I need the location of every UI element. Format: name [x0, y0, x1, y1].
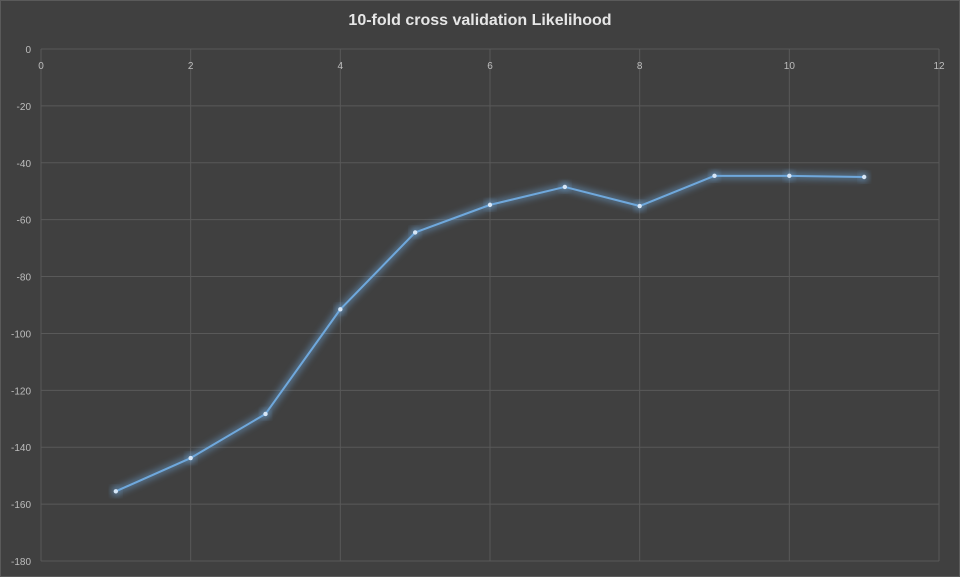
- data-point: [188, 455, 193, 461]
- y-tick-label: -180: [11, 557, 31, 568]
- x-axis: 0 2 4 6 8 10 12: [38, 61, 945, 72]
- data-point: [263, 411, 268, 417]
- x-tick-label: 0: [38, 61, 44, 72]
- data-point: [637, 203, 642, 209]
- x-tick-label: 4: [338, 61, 344, 72]
- x-tick-label: 2: [188, 61, 194, 72]
- x-tick-label: 10: [784, 61, 796, 72]
- data-point: [787, 173, 792, 179]
- data-point: [338, 307, 343, 312]
- data-point: [113, 489, 119, 494]
- gridlines: [40, 48, 940, 562]
- data-point: [712, 173, 717, 179]
- data-point: [861, 174, 867, 180]
- y-tick-label: -120: [11, 386, 31, 397]
- series: [110, 170, 870, 497]
- data-point: [412, 230, 418, 235]
- y-tick-label: -80: [17, 273, 32, 284]
- y-tick-label: -40: [17, 159, 32, 170]
- y-tick-label: -140: [11, 443, 31, 454]
- y-tick-label: -60: [17, 216, 32, 227]
- y-axis: 0 -20 -40 -60 -80 -100 -120 -140 -160 -180: [11, 45, 31, 568]
- x-tick-label: 12: [933, 61, 945, 72]
- x-tick-label: 6: [487, 61, 493, 72]
- data-point: [487, 202, 493, 208]
- chart-title: 10-fold cross validation Likelihood: [348, 12, 612, 29]
- data-point: [562, 184, 568, 190]
- x-tick-label: 8: [637, 61, 643, 72]
- y-tick-label: -100: [11, 329, 31, 340]
- y-tick-label: 0: [25, 45, 31, 56]
- y-tick-label: -160: [11, 500, 31, 511]
- y-tick-label: -20: [17, 102, 32, 113]
